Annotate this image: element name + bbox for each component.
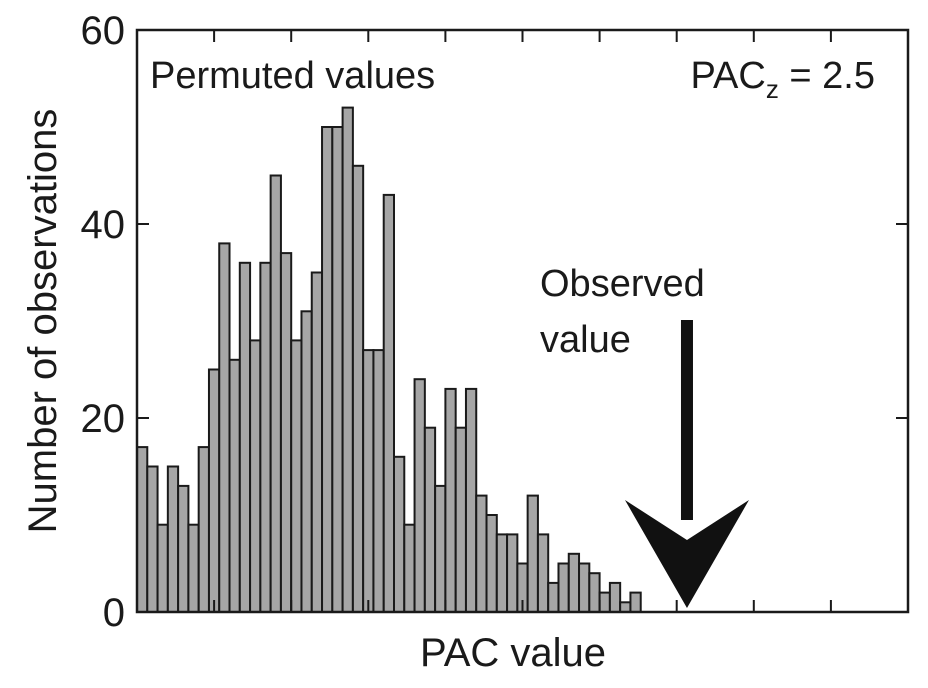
histogram-bar	[136, 446, 149, 613]
y-tick-label: 0	[103, 591, 125, 635]
histogram-bar	[526, 494, 539, 614]
histogram-bar	[290, 339, 303, 613]
y-tick-label: 20	[81, 397, 126, 441]
histogram-bar	[598, 591, 611, 613]
observed-label-line2: value	[540, 319, 631, 361]
histogram-bar	[608, 581, 622, 614]
x-axis-title: PAC value	[420, 631, 606, 675]
arrow-head	[624, 500, 749, 608]
permuted-values-label: Permuted values	[150, 55, 435, 97]
observed-value-arrow	[624, 320, 749, 608]
histogram-bar	[310, 271, 324, 613]
histogram-bar	[588, 572, 601, 614]
y-tick-label: 40	[81, 203, 126, 247]
histogram-bar	[177, 484, 190, 613]
histogram-bar	[372, 349, 385, 613]
y-tick-label: 60	[81, 9, 126, 53]
observed-label-line1: Observed	[540, 263, 705, 305]
histogram-bar	[321, 126, 334, 613]
histogram-bar	[238, 261, 252, 613]
histogram-bar	[269, 174, 282, 613]
histogram-bar	[331, 126, 344, 613]
histogram-bar	[382, 193, 396, 613]
histogram-bar	[279, 252, 293, 613]
y-axis-title: Number of observations	[21, 109, 65, 534]
bars-group	[136, 106, 642, 614]
histogram-bar	[475, 494, 488, 614]
histogram-bar	[557, 562, 570, 613]
pacz-subscript: z	[766, 74, 779, 104]
histogram-bar	[536, 533, 550, 614]
histogram-bar	[300, 310, 313, 613]
pacz-value: = 2.5	[779, 55, 875, 97]
histogram-bar	[506, 533, 519, 614]
histogram-bar	[197, 446, 210, 613]
plot-frame	[135, 28, 910, 614]
histogram-bar	[578, 562, 591, 613]
histogram-bar	[454, 426, 467, 614]
histogram-bar	[156, 523, 169, 614]
histogram-bar	[166, 465, 180, 613]
y-tick-labels: 0 20 40 60	[81, 9, 126, 635]
histogram-bar	[444, 387, 457, 613]
histogram-bar	[495, 533, 509, 614]
histogram-bar	[351, 164, 365, 614]
histogram-bar	[413, 378, 426, 614]
histogram-bar	[228, 358, 241, 613]
histogram-bar	[619, 601, 632, 613]
histogram-bar	[341, 106, 354, 613]
histogram-bar	[485, 514, 498, 613]
histogram-bar	[567, 552, 581, 613]
histogram-bar	[259, 261, 272, 613]
arrow-shaft	[680, 320, 693, 520]
histogram-bar	[187, 523, 200, 614]
histogram-bar	[547, 581, 560, 614]
histogram-bar	[207, 368, 221, 613]
histogram-bar	[403, 523, 416, 614]
histogram-bar	[464, 387, 478, 613]
histogram-bar	[249, 339, 262, 613]
histogram-bar	[362, 349, 375, 613]
histogram-bar	[218, 242, 231, 613]
histogram-bar	[629, 591, 642, 613]
histogram-bar	[146, 465, 159, 613]
pacz-annotation: PACz = 2.5	[691, 55, 875, 104]
histogram-bar	[423, 426, 437, 614]
histogram-bar	[434, 484, 447, 613]
histogram-bar	[393, 455, 406, 613]
pacz-main: PAC	[691, 55, 766, 97]
